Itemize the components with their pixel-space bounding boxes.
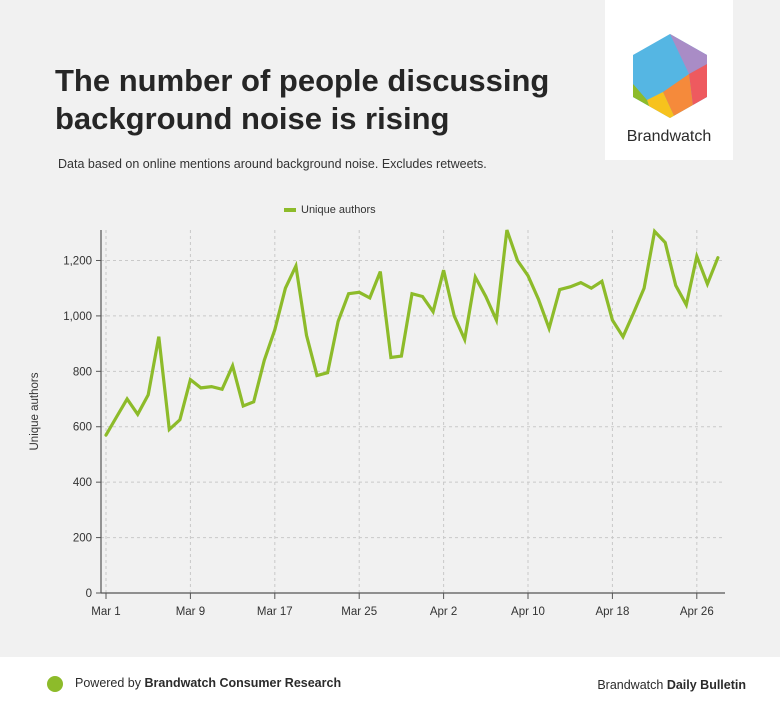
y-axis-label: Unique authors — [29, 372, 41, 450]
brand-logo: Brandwatch — [605, 0, 733, 160]
legend-swatch — [284, 208, 296, 212]
x-tick-label: Apr 2 — [430, 606, 458, 618]
chart-title: The number of people discussing backgrou… — [55, 63, 550, 136]
daily-bulletin-text: Brandwatch Daily Bulletin — [597, 678, 746, 692]
x-tick-label: Mar 1 — [91, 606, 120, 618]
brand-logo-text: Brandwatch — [626, 128, 712, 145]
brandwatch-hexagon-icon — [633, 34, 707, 118]
y-tick-label: 200 — [73, 533, 92, 545]
x-tick-label: Apr 26 — [680, 606, 714, 618]
x-tick-label: Mar 25 — [341, 606, 377, 618]
series-line-unique-authors — [104, 228, 720, 437]
chart-legend: Unique authors — [284, 204, 376, 216]
y-tick-label: 600 — [73, 422, 92, 434]
y-tick-label: 1,000 — [63, 311, 92, 323]
legend-label: Unique authors — [301, 204, 376, 216]
footer-dot — [47, 676, 63, 692]
y-tick-label: 1,200 — [63, 255, 92, 267]
y-tick-label: 0 — [86, 588, 92, 600]
x-tick-label: Mar 9 — [176, 606, 205, 618]
x-tick-label: Apr 18 — [595, 606, 629, 618]
chart-subtitle: Data based on online mentions around bac… — [58, 157, 487, 171]
x-tick-label: Apr 10 — [511, 606, 545, 618]
y-tick-label: 400 — [73, 477, 92, 489]
y-tick-label: 800 — [73, 366, 92, 378]
footer: Powered by Brandwatch Consumer Research … — [0, 657, 780, 713]
powered-by-text: Powered by Brandwatch Consumer Research — [75, 676, 342, 690]
line-chart: 0 200 400 600 800 1,000 1,200 Mar 1 Mar 9 Mar 17 M… — [29, 228, 725, 618]
x-tick-label: Mar 17 — [257, 606, 293, 618]
